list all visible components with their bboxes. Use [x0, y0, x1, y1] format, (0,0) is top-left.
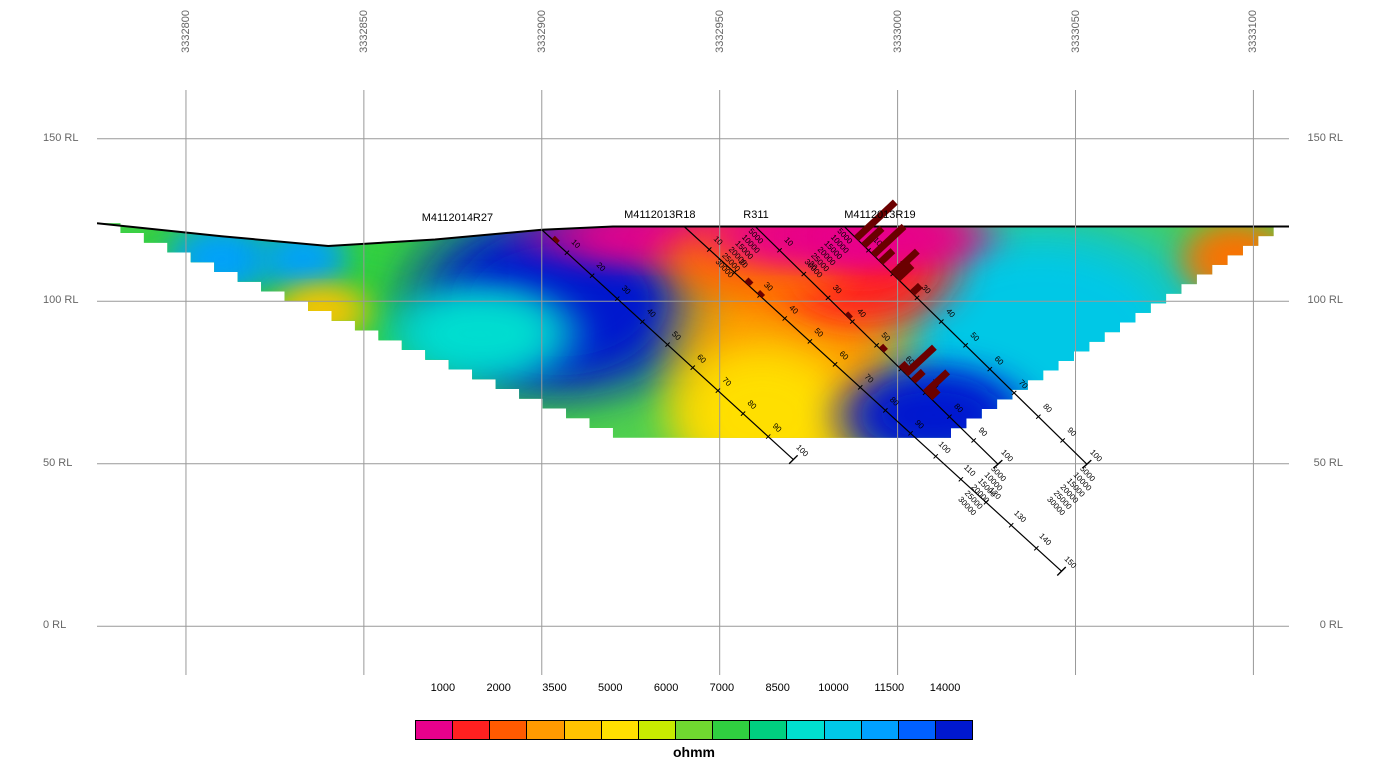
colorbar-segment	[565, 721, 602, 739]
colorbar: 1000200035005000600070008500100001150014…	[415, 700, 973, 760]
x-tick-label: 3332950	[714, 10, 726, 53]
colorbar-tick-label: 11500	[874, 682, 904, 694]
colorbar-gradient	[415, 720, 973, 740]
colorbar-tick-label: 6000	[654, 682, 678, 694]
y-tick-label-left: 150 RL	[43, 132, 78, 144]
depth-tick-label: 100	[937, 440, 953, 456]
colorbar-segment	[676, 721, 713, 739]
colorbar-segment	[713, 721, 750, 739]
colorbar-segment	[416, 721, 453, 739]
colorbar-segment	[639, 721, 676, 739]
y-tick-label-right: 0 RL	[1320, 619, 1343, 631]
y-tick-label-left: 0 RL	[43, 619, 66, 631]
colorbar-segment	[825, 721, 862, 739]
depth-tick-label: 130	[1012, 509, 1028, 525]
y-tick-label-right: 150 RL	[1308, 132, 1343, 144]
depth-tick-label: 110	[962, 463, 978, 479]
x-tick-label: 3332900	[536, 10, 548, 53]
depth-tick-label: 90	[1065, 426, 1078, 439]
colorbar-segment	[862, 721, 899, 739]
drill-hole-label: M4112014R27	[422, 212, 493, 224]
y-tick-label-left: 100 RL	[43, 294, 78, 306]
x-tick-label: 3332850	[358, 10, 370, 53]
colorbar-tick-label: 14000	[930, 682, 961, 694]
colorbar-tick-label: 10000	[818, 682, 849, 694]
colorbar-tick-label: 5000	[598, 682, 622, 694]
x-tick-label: 3333050	[1070, 10, 1082, 53]
colorbar-segment	[490, 721, 527, 739]
y-tick-label-right: 50 RL	[1314, 457, 1343, 469]
depth-tick-label: 140	[1037, 531, 1053, 547]
colorbar-tick-label: 3500	[542, 682, 566, 694]
colorbar-segment	[787, 721, 824, 739]
drill-hole-label: M4112013R19	[844, 209, 915, 221]
drill-hole-label: M4112013R18	[624, 209, 695, 221]
colorbar-segment	[602, 721, 639, 739]
chart-container: 1020304050607080901001020304050607080901…	[0, 0, 1387, 783]
x-tick-label: 3332800	[180, 10, 192, 53]
colorbar-segment	[899, 721, 936, 739]
colorbar-segment	[453, 721, 490, 739]
colorbar-tick-label: 8500	[765, 682, 789, 694]
plot-area: 1020304050607080901001020304050607080901…	[97, 90, 1289, 675]
colorbar-segment	[527, 721, 564, 739]
colorbar-segment	[750, 721, 787, 739]
depth-tick-label: 90	[976, 426, 989, 439]
colorbar-tick-label: 7000	[710, 682, 734, 694]
colorbar-segment	[936, 721, 972, 739]
colorbar-tick-label: 1000	[431, 682, 455, 694]
y-tick-label-right: 100 RL	[1308, 294, 1343, 306]
x-tick-label: 3333100	[1247, 10, 1259, 53]
drill-hole-label: R311	[743, 209, 768, 221]
colorbar-title: ohmm	[415, 744, 973, 760]
depth-tick-label: 80	[1041, 402, 1054, 415]
colorbar-tick-label: 2000	[486, 682, 510, 694]
x-tick-label: 3333000	[892, 10, 904, 53]
y-tick-label-left: 50 RL	[43, 457, 72, 469]
colorbar-labels: 1000200035005000600070008500100001150014…	[415, 700, 973, 720]
resistivity-field-svg: 1020304050607080901001020304050607080901…	[97, 90, 1289, 675]
